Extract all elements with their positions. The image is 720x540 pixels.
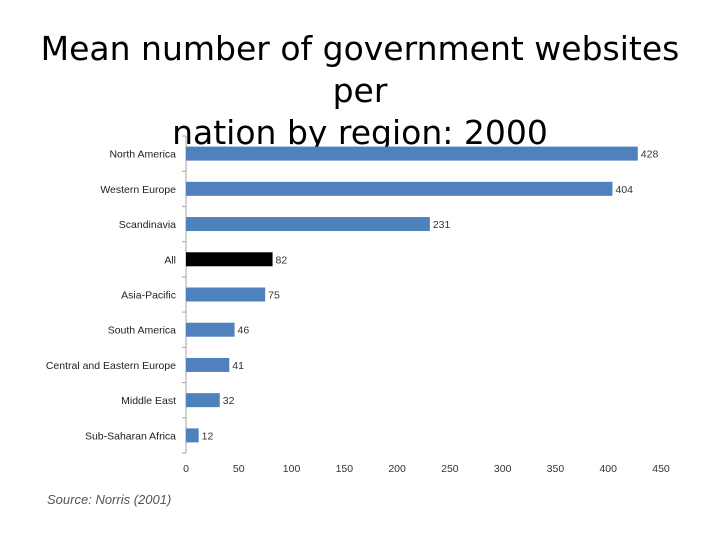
value-label: 12 [202, 430, 214, 442]
bar-5 [186, 322, 235, 337]
category-label: South America [108, 325, 176, 337]
chart-title: Mean number of government websites per n… [20, 28, 700, 154]
x-tick-label: 100 [283, 463, 301, 475]
value-label: 41 [232, 360, 244, 372]
bar-3 [186, 252, 273, 267]
bar-6 [186, 357, 230, 372]
category-label: Asia-Pacific [121, 290, 176, 302]
source-note: Source: Norris (2001) [47, 492, 171, 507]
bar-4 [186, 287, 266, 302]
category-label: Middle East [121, 395, 176, 407]
x-tick-label: 200 [388, 463, 406, 475]
bar-1 [186, 181, 613, 196]
bar-7 [186, 393, 220, 408]
category-label: Scandinavia [119, 219, 176, 231]
value-label: 75 [268, 290, 280, 302]
category-label: All [164, 254, 176, 266]
value-label: 32 [223, 395, 235, 407]
x-tick-label: 150 [336, 463, 354, 475]
category-label: Central and Eastern Europe [46, 360, 176, 372]
value-label: 404 [615, 184, 633, 196]
bar-0 [186, 146, 638, 161]
x-tick-label: 350 [547, 463, 565, 475]
x-tick-label: 450 [652, 463, 670, 475]
value-label: 428 [641, 149, 659, 161]
chart-title-line-1: Mean number of government websites per [40, 29, 680, 110]
x-tick-label: 250 [441, 463, 459, 475]
x-tick-label: 50 [233, 463, 245, 475]
source-label: Source: [47, 492, 92, 507]
value-label: 231 [433, 219, 451, 231]
chart-title-line-2: nation by region: 2000 [172, 113, 548, 152]
value-label: 46 [238, 325, 250, 337]
bar-8 [186, 428, 199, 443]
source-text: Norris (2001) [95, 492, 172, 507]
category-label: Western Europe [100, 184, 176, 196]
category-label: Sub-Saharan Africa [85, 430, 176, 442]
value-label: 82 [276, 254, 288, 266]
x-tick-label: 300 [494, 463, 512, 475]
x-tick-label: 400 [599, 463, 617, 475]
category-label: North America [109, 149, 176, 161]
bar-2 [186, 217, 430, 232]
x-tick-label: 0 [183, 463, 189, 475]
